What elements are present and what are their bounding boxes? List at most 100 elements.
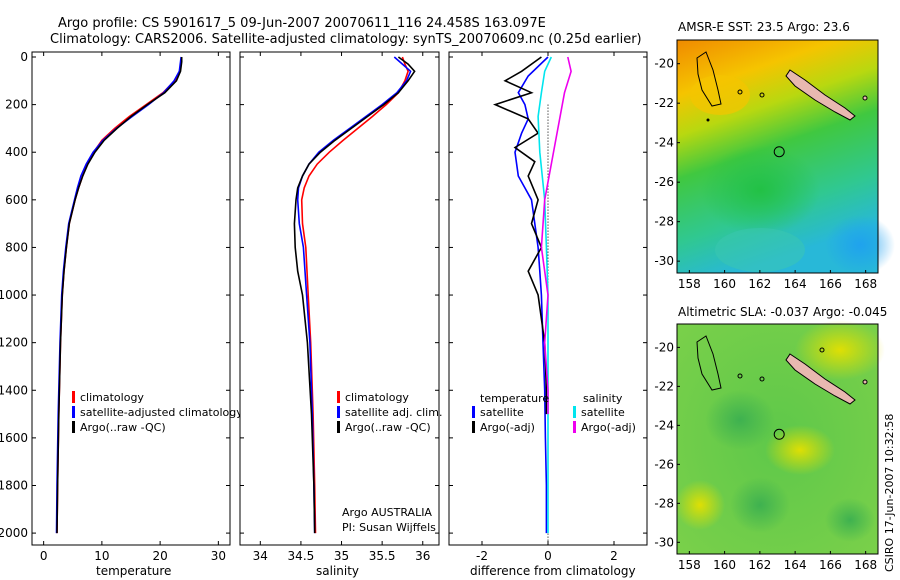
legend-swatch-climatology bbox=[337, 391, 340, 403]
salinity-profiles bbox=[293, 56, 416, 534]
legend-label-temp-satellite: satellite bbox=[480, 406, 524, 419]
x-tick-label: 10 bbox=[94, 549, 109, 563]
y-tick-label: 400 bbox=[5, 145, 28, 159]
lat-tick-label: -30 bbox=[654, 535, 674, 549]
legend-swatch-temp-argo bbox=[472, 421, 475, 433]
legend-swatch-sal-argo bbox=[573, 421, 576, 433]
x-tick-label: 35 bbox=[334, 549, 349, 563]
creation-stamp: CSIRO 17-Jun-2007 10:32:58 bbox=[883, 414, 896, 572]
temperature-x-label: temperature bbox=[96, 564, 171, 578]
y-tick-label: 1400 bbox=[0, 383, 28, 397]
legend-swatch-argo bbox=[72, 421, 75, 433]
series-line-salinity-argo-adj- bbox=[540, 56, 572, 415]
sla-map-title: Altimetric SLA: -0.037 Argo: -0.045 bbox=[678, 305, 887, 319]
lat-tick-label: -22 bbox=[654, 379, 674, 393]
lat-tick-label: -28 bbox=[654, 496, 674, 510]
temperature-x-axis: 0 10 20 30 bbox=[40, 52, 226, 563]
x-tick-label: 0 bbox=[544, 549, 552, 563]
lon-tick-label: 160 bbox=[713, 558, 736, 572]
temperature-legend: climatology satellite-adjusted climatolo… bbox=[72, 391, 243, 434]
legend-label-temp-argo: Argo(-adj) bbox=[480, 421, 535, 434]
sst-map-frame bbox=[676, 39, 879, 274]
legend-label-sal-satellite: satellite bbox=[581, 406, 625, 419]
legend-swatch-argo bbox=[337, 421, 340, 433]
y-tick-label: 0 bbox=[20, 50, 28, 64]
lat-tick-label: -20 bbox=[654, 340, 674, 354]
temperature-panel: 0 200 400 600 800 1000 1200 1400 1600 1800 2000 0 1… bbox=[0, 50, 243, 578]
legend-swatch-climatology bbox=[72, 391, 75, 403]
sst-cyan-patch bbox=[715, 228, 805, 272]
sst-map-longitude-axis: 158 160 162 164 166 168 bbox=[678, 270, 877, 291]
argo-program-annotation: Argo AUSTRALIA bbox=[342, 506, 432, 519]
sla-high-patch-1 bbox=[795, 320, 885, 380]
lon-tick-label: 166 bbox=[819, 558, 842, 572]
series-line-temperature-satellite bbox=[514, 56, 549, 534]
lat-tick-label: -26 bbox=[654, 175, 674, 189]
y-tick-label: 2000 bbox=[0, 526, 28, 540]
temperature-axes-box bbox=[31, 51, 231, 546]
x-tick-label: 34.5 bbox=[288, 549, 315, 563]
sla-low-patch-2 bbox=[705, 390, 775, 450]
salinity-axes-box bbox=[239, 51, 440, 546]
sla-map: Altimetric SLA: -0.037 Argo: -0.045 158 1… bbox=[654, 305, 887, 572]
y-tick-label: 200 bbox=[5, 98, 28, 112]
lat-tick-label: -28 bbox=[654, 215, 674, 229]
y-tick-label: 1600 bbox=[0, 431, 28, 445]
legend-title-salinity: salinity bbox=[583, 392, 623, 405]
salinity-x-axis: 34 34.5 35 35.5 36 bbox=[253, 52, 430, 563]
temperature-profiles bbox=[55, 56, 183, 534]
sla-map-latitude-axis: -20 -22 -24 -26 -28 -30 bbox=[654, 340, 680, 549]
salinity-legend: climatology satellite adj. clim. Argo(..… bbox=[337, 391, 442, 434]
x-tick-label: 30 bbox=[211, 549, 226, 563]
figure-title-line1: Argo profile: CS 5901617_5 09-Jun-2007 2… bbox=[58, 16, 546, 31]
difference-y-ticks bbox=[449, 56, 647, 534]
difference-legend: temperature satellite Argo(-adj) salinit… bbox=[472, 392, 636, 434]
lon-tick-label: 164 bbox=[784, 558, 807, 572]
lat-tick-label: -26 bbox=[654, 457, 674, 471]
lon-tick-label: 158 bbox=[678, 558, 701, 572]
sst-map: AMSR-E SST: 23.5 Argo: 23.6 158 160 162 164… bbox=[654, 20, 895, 291]
x-tick-label: 2 bbox=[610, 549, 618, 563]
float-position-marker bbox=[773, 146, 785, 158]
sst-map-latitude-axis: -20 -22 -24 -26 -28 -30 bbox=[654, 57, 680, 268]
pi-annotation: PI: Susan Wijffels bbox=[342, 521, 436, 534]
lat-tick-label: -22 bbox=[654, 96, 674, 110]
y-tick-label: 1800 bbox=[0, 478, 28, 492]
sla-high-patch-3 bbox=[675, 480, 725, 530]
legend-title-temperature: temperature bbox=[480, 392, 549, 405]
x-tick-label: -2 bbox=[476, 549, 488, 563]
sla-high-patch-2 bbox=[765, 425, 835, 475]
legend-label-argo: Argo(..raw -QC) bbox=[345, 421, 431, 434]
lon-tick-label: 166 bbox=[819, 277, 842, 291]
lon-tick-label: 168 bbox=[854, 558, 877, 572]
legend-label-climatology: climatology bbox=[80, 391, 144, 404]
salinity-y-ticks bbox=[240, 56, 439, 534]
coastline-bottom bbox=[696, 335, 868, 405]
y-tick-label: 800 bbox=[5, 240, 28, 254]
x-tick-label: 35.5 bbox=[369, 549, 396, 563]
difference-panel: -2 0 2 difference from climatology tempera… bbox=[448, 51, 648, 578]
series-line-argo-raw-qc- bbox=[293, 56, 416, 534]
lon-tick-label: 160 bbox=[713, 277, 736, 291]
lon-tick-label: 162 bbox=[748, 558, 771, 572]
lat-tick-label: -30 bbox=[654, 254, 674, 268]
sla-low-patch-3 bbox=[825, 498, 875, 542]
legend-label-satellite: satellite adj. clim. bbox=[345, 406, 442, 419]
series-line-argo-raw-qc- bbox=[56, 57, 183, 534]
legend-label-sal-argo: Argo(-adj) bbox=[581, 421, 636, 434]
y-tick-label: 1000 bbox=[0, 288, 28, 302]
y-tick-label: 600 bbox=[5, 193, 28, 207]
legend-label-satellite: satellite-adjusted climatology bbox=[80, 406, 243, 419]
legend-label-climatology: climatology bbox=[345, 391, 409, 404]
figure-title-line2: Climatology: CARS2006. Satellite-adjuste… bbox=[50, 32, 642, 47]
lat-tick-label: -20 bbox=[654, 57, 674, 71]
salinity-panel: 34 34.5 35 35.5 36 salinity climatology sate… bbox=[239, 51, 442, 578]
x-tick-label: 0 bbox=[40, 549, 48, 563]
legend-swatch-sal-satellite bbox=[573, 406, 576, 418]
sst-cool-patch bbox=[825, 215, 895, 275]
sst-map-title: AMSR-E SST: 23.5 Argo: 23.6 bbox=[678, 20, 850, 34]
coastline-top bbox=[696, 51, 868, 122]
lon-tick-label: 162 bbox=[748, 277, 771, 291]
legend-swatch-satellite bbox=[72, 406, 75, 418]
